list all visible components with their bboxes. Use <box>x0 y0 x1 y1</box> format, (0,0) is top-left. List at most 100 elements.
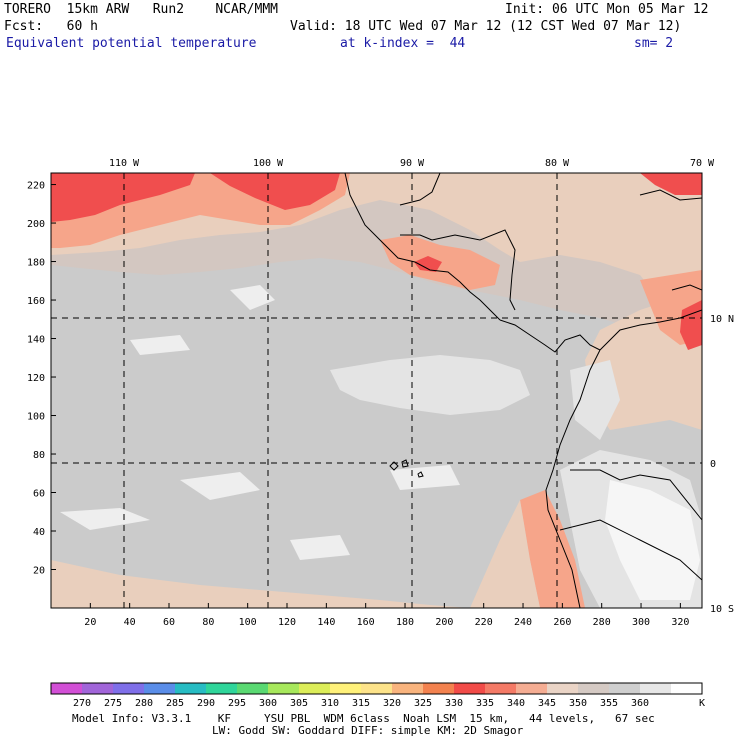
field-name: Equivalent potential temperature <box>6 36 257 51</box>
x-tick-label: 100 <box>239 617 257 628</box>
colorbar-label: 310 <box>321 698 339 709</box>
theta-e-field <box>51 173 702 608</box>
level-label: at k-index = 44 <box>340 36 466 51</box>
field-tan-south-coast <box>470 500 540 608</box>
colorbar-swatch <box>299 683 331 694</box>
coast-caribbean <box>431 229 516 311</box>
colorbar-label: 335 <box>476 698 494 709</box>
colorbar-swatch <box>237 683 269 694</box>
field-hot-northwest <box>51 173 195 222</box>
colorbar-swatch <box>392 683 424 694</box>
y-axis: 20 40 60 80 100 120 140 160 180 200 220 <box>27 181 56 577</box>
coast-central-america <box>499 319 601 353</box>
y-tick-label: 220 <box>27 181 45 192</box>
y-tick-label: 20 <box>33 566 45 577</box>
field-light-band <box>330 355 530 415</box>
colorbar-swatch <box>175 683 207 694</box>
colorbar-swatch <box>640 683 672 694</box>
colorbar-swatch <box>485 683 517 694</box>
x-tick-label: 20 <box>84 617 96 628</box>
x-tick-label: 260 <box>553 617 571 628</box>
lon-label-80w: 80 W <box>545 158 570 169</box>
init-time: Init: 06 UTC Mon 05 Mar 12 <box>505 2 709 17</box>
border-peru <box>559 519 702 581</box>
coast-southamerica-north <box>599 309 702 351</box>
x-axis: 20 40 60 80 100 120 140 160 180 200 220 240 260 280 30… <box>84 603 689 628</box>
colorbar-label: 340 <box>507 698 525 709</box>
border-colombia <box>570 469 702 521</box>
colorbar-swatch <box>51 683 83 694</box>
y-tick-label: 200 <box>27 219 45 230</box>
colorbar-label: 280 <box>135 698 153 709</box>
colorbar-swatch <box>671 683 703 694</box>
forecast-hour: Fcst: 60 h <box>4 19 98 34</box>
y-tick-label: 40 <box>33 527 45 538</box>
lat-label-0: 0 <box>710 459 716 470</box>
border-mexico-guatemala <box>400 234 433 241</box>
smoothing-label: sm= 2 <box>634 36 674 51</box>
colorbar-label: 270 <box>73 698 91 709</box>
x-tick-label: 180 <box>396 617 414 628</box>
coast-yucatan <box>399 173 441 206</box>
coast-southamerica-west <box>545 349 601 608</box>
x-tick-label: 300 <box>632 617 650 628</box>
y-tick-label: 140 <box>27 335 45 346</box>
colorbar-label: 305 <box>290 698 308 709</box>
field-white-patch-6 <box>290 535 350 560</box>
colorbar-label: 295 <box>228 698 246 709</box>
field-tan-southwest <box>51 560 470 608</box>
colorbar <box>51 683 703 694</box>
colorbar-label: 320 <box>383 698 401 709</box>
colorbar-swatch <box>144 683 176 694</box>
lat-lon-grid <box>51 173 702 608</box>
colorbar-label: 285 <box>166 698 184 709</box>
colorbar-label: 345 <box>538 698 556 709</box>
colorbar-label: 360 <box>631 698 649 709</box>
field-white-patch-5 <box>130 335 190 355</box>
field-white-patch-3 <box>60 508 150 530</box>
coast-mexico <box>344 173 501 321</box>
x-tick-label: 160 <box>357 617 375 628</box>
field-white-south <box>605 480 700 600</box>
coastlines <box>344 173 702 608</box>
x-tick-label: 40 <box>124 617 136 628</box>
valid-time: Valid: 18 UTC Wed 07 Mar 12 (12 CST Wed … <box>290 19 682 34</box>
colorbar-label: 300 <box>259 698 277 709</box>
colorbar-label: 275 <box>104 698 122 709</box>
y-tick-label: 180 <box>27 258 45 269</box>
x-tick-label: 320 <box>671 617 689 628</box>
y-tick-label: 60 <box>33 489 45 500</box>
x-tick-label: 200 <box>435 617 453 628</box>
colorbar-swatch <box>516 683 548 694</box>
lat-label-10s: 10 S <box>710 604 734 615</box>
colorbar-swatch <box>330 683 362 694</box>
colorbar-label: 330 <box>445 698 463 709</box>
field-hot-gulf <box>640 173 702 195</box>
physics-info: LW: Godd SW: Goddard DIFF: simple KM: 2D… <box>212 724 524 737</box>
colorbar-swatch <box>268 683 300 694</box>
colorbar-swatch <box>547 683 579 694</box>
x-tick-label: 220 <box>475 617 493 628</box>
colorbar-swatch <box>361 683 393 694</box>
colorbar-frame <box>50 682 703 695</box>
field-white-patch-4 <box>390 465 460 490</box>
y-tick-label: 100 <box>27 412 45 423</box>
field-warm-south-coast <box>520 490 585 608</box>
colorbar-swatch <box>578 683 610 694</box>
colorbar-labels: 270 275 280 285 290 295 300 305 310 315 320 325 330 3… <box>73 698 649 709</box>
field-hot-mexico <box>210 173 340 210</box>
colorbar-swatch <box>82 683 114 694</box>
colorbar-swatch <box>609 683 641 694</box>
lon-label-90w: 90 W <box>400 158 425 169</box>
colorbar-swatch <box>454 683 486 694</box>
field-hot-guatemala <box>414 256 442 272</box>
field-white-patch-1 <box>230 285 275 310</box>
colorbar-label: 325 <box>414 698 432 709</box>
field-light-east <box>570 360 620 440</box>
field-white-patch-2 <box>180 472 260 500</box>
x-tick-label: 140 <box>317 617 335 628</box>
lon-label-110w: 110 W <box>109 158 140 169</box>
model-title: TORERO 15km ARW Run2 NCAR/MMM <box>4 2 278 17</box>
colorbar-swatch <box>206 683 238 694</box>
x-tick-label: 80 <box>202 617 214 628</box>
